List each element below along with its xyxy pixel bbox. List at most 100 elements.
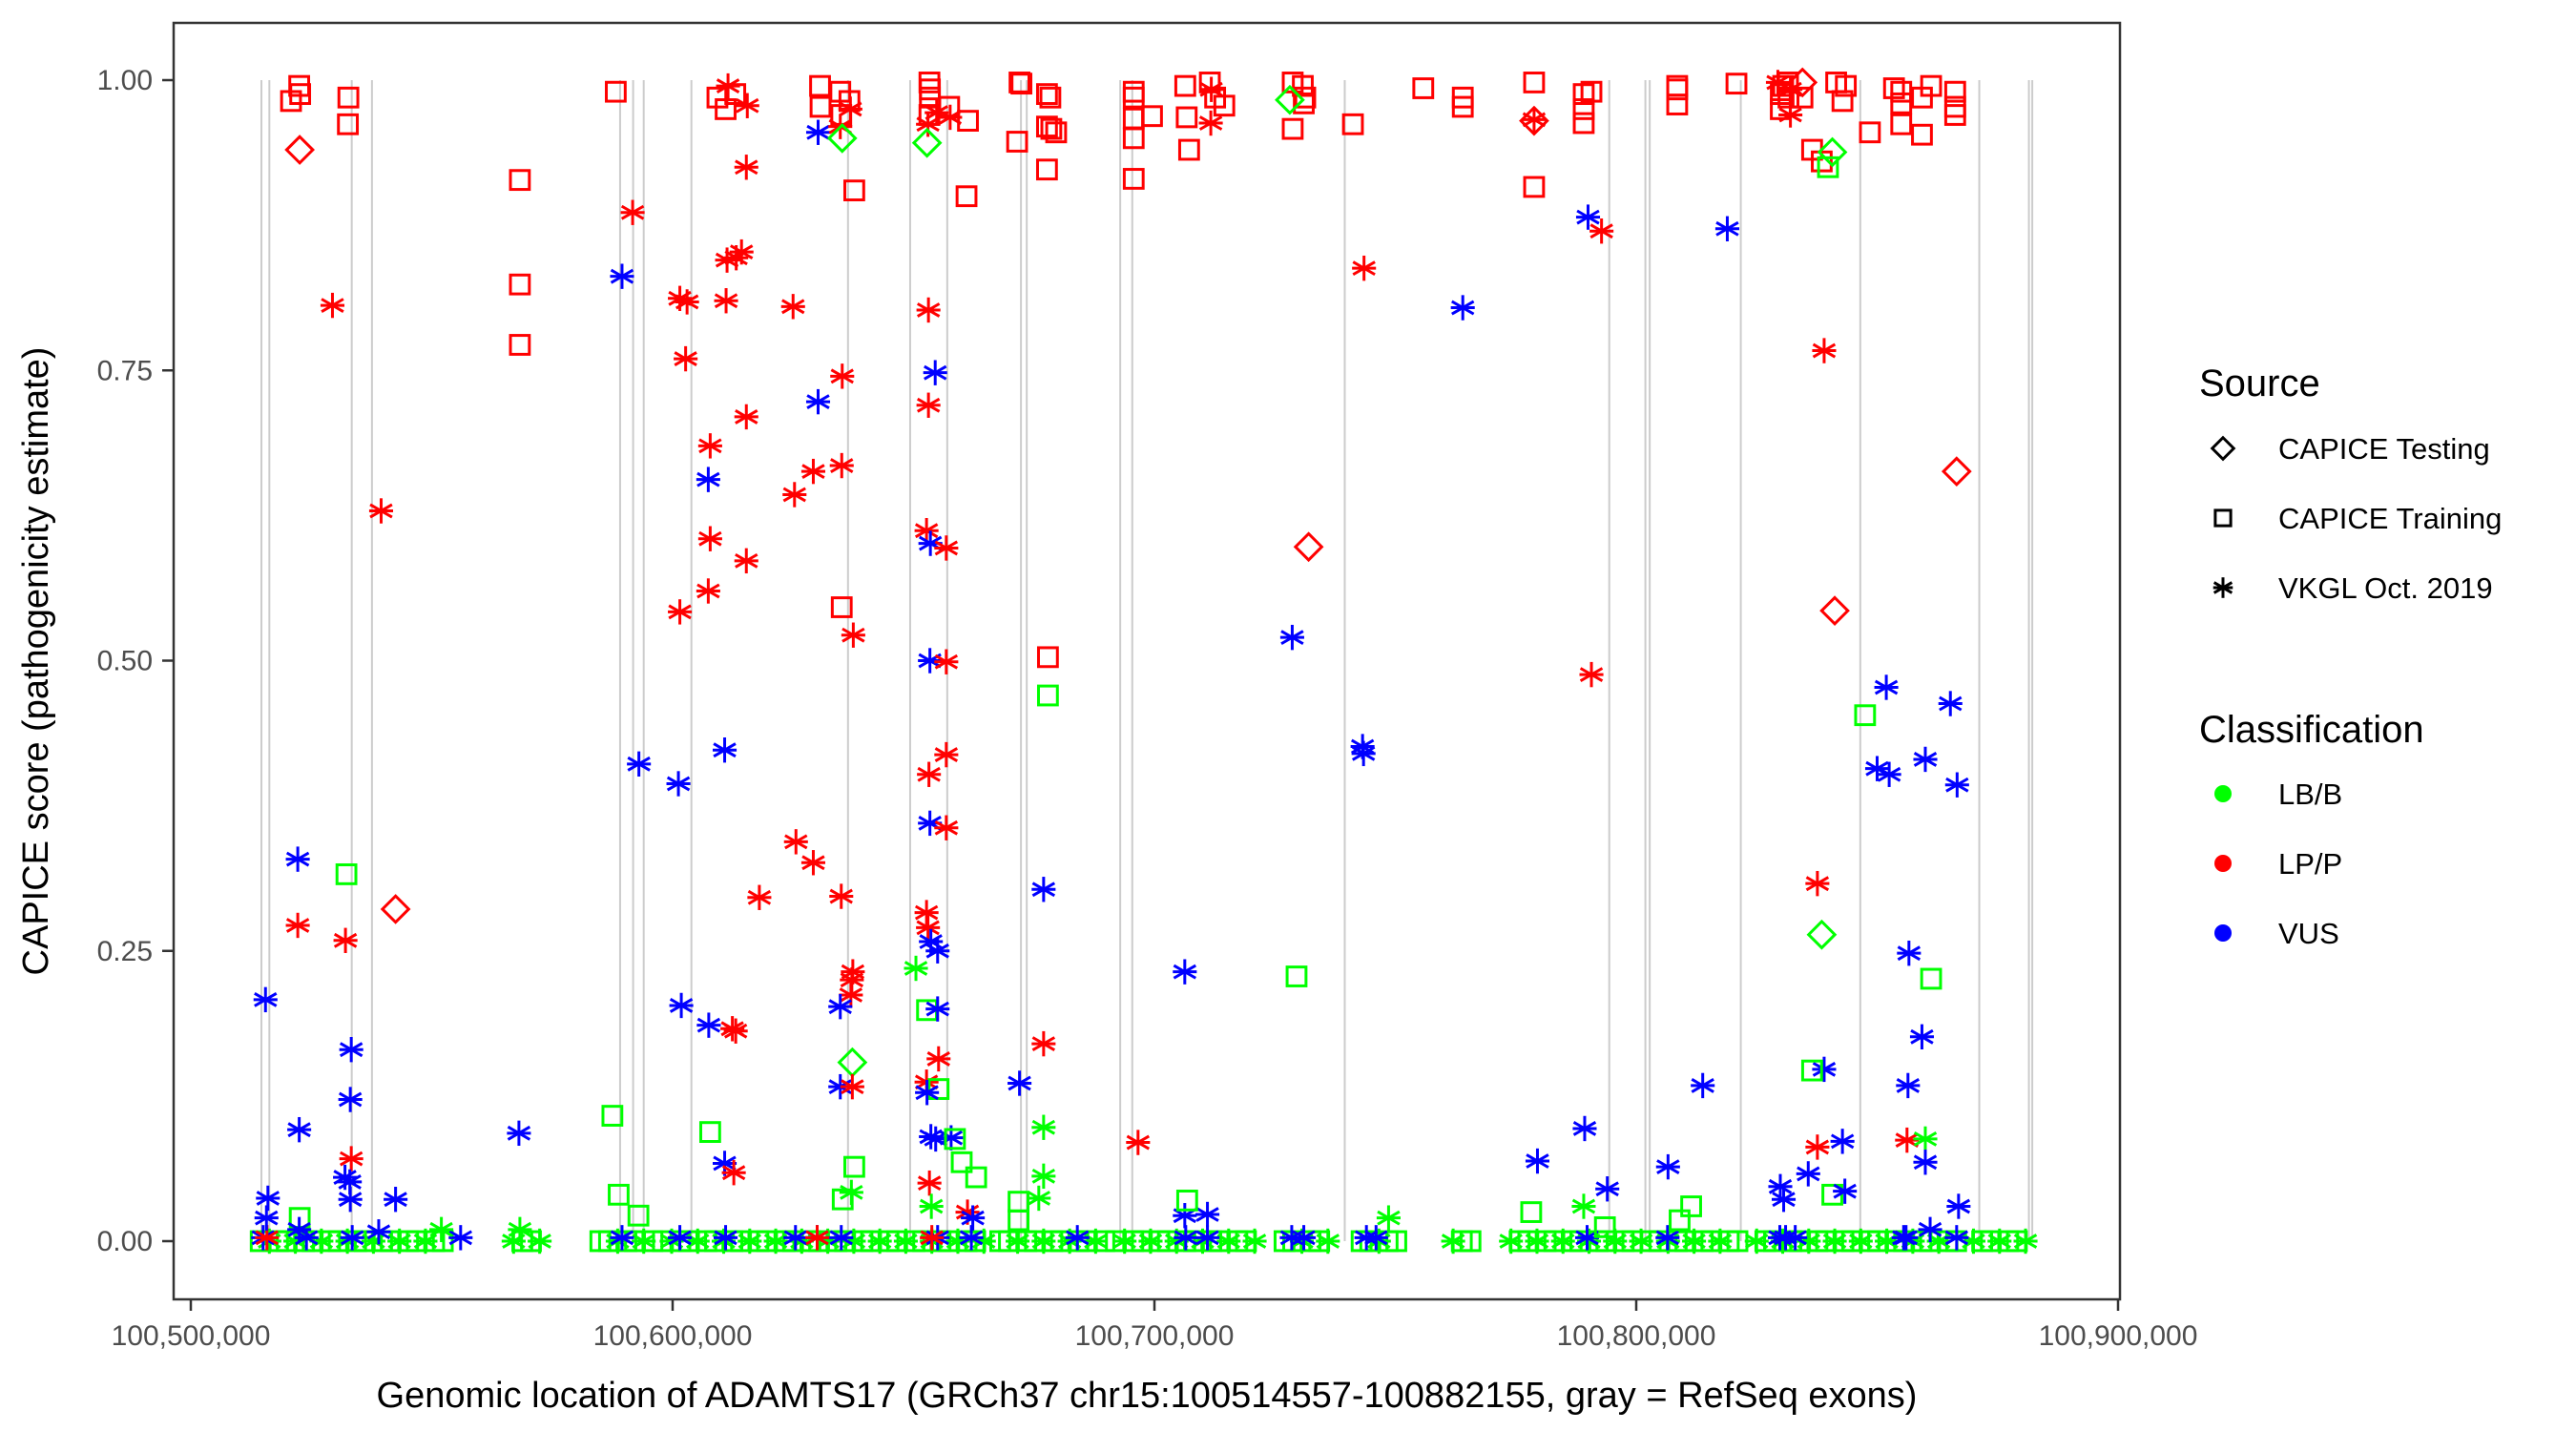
legend-class-items: LB/B LP/P VUS	[2214, 778, 2342, 950]
data-point	[1122, 127, 1145, 150]
data-point	[610, 263, 634, 289]
data-point	[335, 863, 358, 885]
data-point	[1376, 1205, 1401, 1231]
data-point	[284, 135, 316, 165]
data-point	[608, 1183, 630, 1206]
data-point	[1800, 1059, 1823, 1082]
data-point	[1572, 1115, 1597, 1142]
data-point	[1768, 1173, 1793, 1200]
data-point	[826, 122, 858, 154]
data-point	[829, 883, 854, 909]
baseline-vus-point	[1655, 1225, 1680, 1251]
data-point	[666, 771, 691, 797]
data-point	[1817, 136, 1848, 168]
data-point	[1806, 919, 1838, 950]
data-point	[923, 360, 947, 385]
data-point	[720, 1016, 745, 1042]
data-point	[509, 273, 531, 296]
data-point	[1787, 67, 1818, 98]
data-point	[256, 1185, 280, 1212]
data-point	[840, 1073, 864, 1100]
data-point	[1655, 1153, 1680, 1180]
data-point	[1412, 77, 1435, 99]
y-tick-label: 0.00	[97, 1226, 153, 1257]
data-point	[1890, 80, 1913, 103]
data-point	[955, 185, 978, 208]
data-point	[1778, 102, 1803, 128]
data-point	[1805, 1134, 1830, 1160]
legend-item-LP-P: LP/P	[2214, 847, 2342, 881]
data-point	[1031, 1030, 1056, 1057]
data-point	[1943, 104, 1966, 126]
data-point	[1946, 1193, 1971, 1219]
data-point	[1523, 72, 1546, 93]
data-point	[782, 482, 807, 508]
data-point	[697, 433, 722, 459]
data-point	[911, 127, 943, 158]
data-point	[1830, 1129, 1855, 1154]
data-point	[1944, 772, 1969, 798]
data-point	[1589, 218, 1614, 244]
data-point	[805, 388, 831, 415]
data-point	[842, 1155, 865, 1178]
data-point	[925, 938, 950, 964]
data-point	[830, 596, 853, 618]
baseline-vus-point	[783, 1225, 808, 1251]
data-point	[916, 297, 941, 323]
data-point	[916, 112, 941, 137]
data-point	[1525, 1148, 1550, 1174]
legend-title-classification: Classification	[2199, 709, 2424, 751]
square-icon	[2213, 508, 2233, 528]
data-point	[1714, 216, 1739, 241]
data-point	[1593, 1215, 1616, 1238]
data-point	[1796, 1161, 1820, 1187]
data-point	[287, 1216, 312, 1243]
data-point	[1913, 1150, 1938, 1175]
diamond-icon	[2210, 435, 2236, 462]
data-point	[800, 458, 825, 485]
data-point	[1913, 1126, 1938, 1152]
data-point	[1523, 176, 1546, 198]
data-point	[697, 526, 722, 551]
baseline-point	[1242, 1228, 1267, 1255]
data-point	[1920, 967, 1942, 990]
data-point	[800, 850, 825, 876]
data-point	[287, 1116, 312, 1143]
data-point	[509, 334, 531, 356]
data-point	[366, 1219, 391, 1245]
legend-source-items: CAPICE Testing CAPICE Training VKGL Oct. 2…	[2210, 432, 2502, 605]
data-point	[917, 1170, 942, 1196]
data-point	[1805, 870, 1830, 897]
baseline-vus-point	[829, 1225, 854, 1251]
data-point	[944, 1128, 966, 1151]
data-point	[1680, 1195, 1702, 1217]
legend-label: VKGL Oct. 2019	[2278, 571, 2493, 605]
data-point	[1027, 1185, 1051, 1212]
legend-item-LB-B: LB/B	[2214, 778, 2342, 811]
data-point	[1817, 156, 1839, 178]
data-point	[509, 169, 531, 192]
data-point	[339, 1146, 364, 1172]
data-point	[1918, 1216, 1942, 1243]
data-point	[1811, 150, 1833, 173]
y-tick-label: 1.00	[97, 65, 153, 96]
data-point	[429, 1216, 454, 1243]
legend-label: CAPICE Testing	[2278, 432, 2490, 466]
data-point	[934, 535, 959, 561]
data-point	[1519, 105, 1549, 136]
baseline-vus-point	[1944, 1225, 1969, 1251]
data-point	[1195, 1201, 1220, 1228]
data-point	[1572, 83, 1595, 106]
data-point	[1045, 121, 1068, 144]
data-point	[747, 884, 772, 910]
data-point	[1595, 1176, 1620, 1202]
data-point	[809, 95, 832, 118]
data-point	[1819, 595, 1850, 627]
data-point	[839, 982, 863, 1008]
data-point	[1812, 338, 1837, 363]
exon-lines	[260, 80, 2034, 1241]
data-point	[1175, 1190, 1198, 1212]
data-point	[1293, 531, 1324, 563]
data-point	[669, 992, 694, 1019]
data-point	[1777, 86, 1799, 109]
